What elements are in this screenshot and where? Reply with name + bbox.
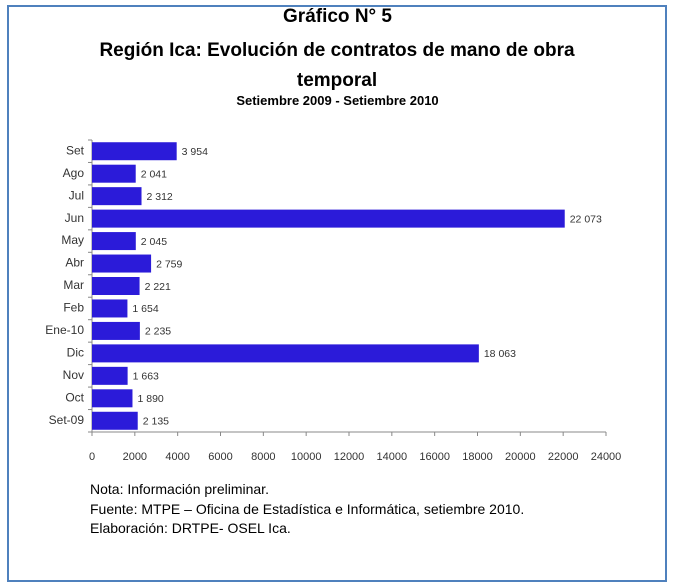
frame: [7, 5, 667, 582]
x-tick-label: 24000: [591, 451, 622, 463]
x-tick-label: 10000: [291, 451, 322, 463]
chart-period: Setiembre 2009 - Setiembre 2010: [236, 93, 439, 108]
bar: [92, 411, 138, 430]
bar: [92, 232, 136, 251]
value-label: 2 759: [156, 258, 182, 270]
y-tick-label: Set: [66, 143, 85, 157]
x-tick-label: 18000: [462, 451, 493, 463]
value-label: 1 654: [132, 303, 158, 315]
bar: [92, 254, 152, 273]
x-tick-label: 4000: [165, 451, 189, 463]
bar: [92, 299, 128, 318]
chart-subtitle: Región Ica: Evolución de contratos de ma…: [99, 40, 575, 91]
x-tick-label: 0: [89, 451, 95, 463]
bar: [92, 366, 128, 385]
notes: Nota: Información preliminar. Fuente: MT…: [90, 480, 524, 539]
y-tick-label: Oct: [65, 390, 84, 404]
y-tick-label: Feb: [63, 301, 84, 315]
note: Elaboración: DRTPE- OSEL Ica.: [90, 520, 291, 536]
x-tick-label: 22000: [548, 451, 579, 463]
note: Nota: Información preliminar.: [90, 481, 269, 497]
bar: [92, 164, 136, 183]
note: Fuente: MTPE – Oficina de Estadística e …: [90, 500, 525, 517]
value-label: 22 073: [570, 213, 602, 225]
value-label: 18 063: [484, 348, 516, 360]
bar: [92, 142, 177, 161]
x-tick-label: 6000: [208, 451, 232, 463]
value-label: 1 890: [137, 393, 163, 405]
value-label: 2 312: [147, 191, 173, 203]
bar: [92, 389, 133, 408]
x-tick-label: 14000: [377, 451, 408, 463]
bar: [92, 187, 142, 206]
y-tick-label: Ene-10: [45, 323, 84, 337]
x-tick-label: 12000: [334, 451, 365, 463]
value-label: 2 135: [143, 416, 169, 428]
bar: [92, 209, 565, 228]
value-label: 1 663: [133, 371, 159, 383]
y-tick-label: May: [61, 233, 84, 247]
y-tick-label: Set-09: [49, 413, 85, 427]
value-label: 2 221: [145, 281, 171, 293]
value-label: 2 045: [141, 236, 167, 248]
x-tick-label: 2000: [123, 451, 147, 463]
value-label: 3 954: [182, 146, 208, 158]
value-label: 2 041: [141, 168, 167, 180]
y-tick-label: Jul: [69, 188, 84, 202]
bar: [92, 321, 140, 340]
value-label: 2 235: [145, 326, 171, 338]
y-tick-label: Nov: [63, 368, 84, 382]
y-tick-label: Jun: [65, 211, 84, 225]
x-tick-label: 8000: [251, 451, 275, 463]
x-tick-label: 16000: [419, 451, 450, 463]
bar: [92, 277, 140, 295]
y-tick-label: Ago: [63, 166, 85, 180]
chart-title: Gráfico N° 5: [283, 6, 392, 27]
bar: [92, 344, 479, 363]
y-tick-label: Dic: [67, 346, 84, 360]
x-tick-label: 20000: [505, 451, 536, 463]
y-tick-label: Mar: [63, 278, 84, 292]
y-tick-label: Abr: [65, 256, 84, 270]
